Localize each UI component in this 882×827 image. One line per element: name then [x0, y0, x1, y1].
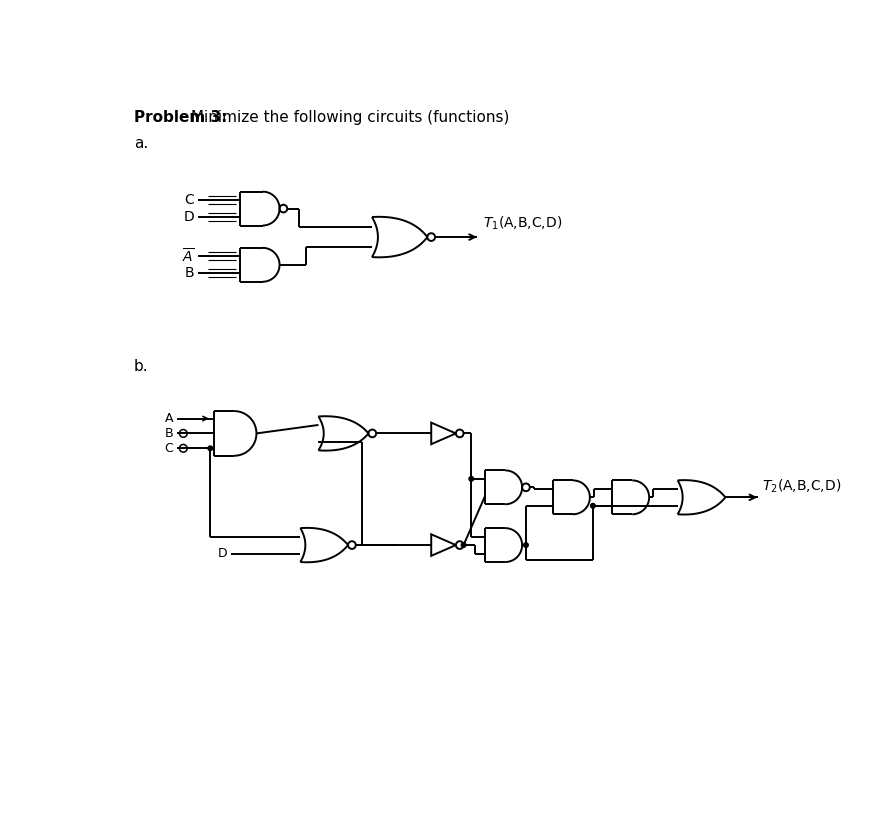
- Text: $\overline{A}$: $\overline{A}$: [182, 247, 194, 265]
- Text: Problem 3:: Problem 3:: [134, 110, 228, 125]
- Circle shape: [524, 543, 528, 547]
- Circle shape: [461, 543, 466, 547]
- Text: A: A: [165, 412, 173, 425]
- Text: D: D: [183, 210, 194, 224]
- Circle shape: [591, 504, 595, 508]
- Text: D: D: [218, 547, 228, 560]
- Text: $T_2$(A,B,C,D): $T_2$(A,B,C,D): [762, 478, 841, 495]
- Text: b.: b.: [134, 359, 149, 374]
- Text: B: B: [165, 427, 173, 440]
- Circle shape: [208, 446, 213, 451]
- Text: a.: a.: [134, 136, 148, 151]
- Text: Minimize the following circuits (functions): Minimize the following circuits (functio…: [186, 110, 510, 125]
- Circle shape: [469, 476, 474, 481]
- Text: C: C: [184, 194, 194, 207]
- Text: B: B: [184, 266, 194, 280]
- Text: $T_1$(A,B,C,D): $T_1$(A,B,C,D): [482, 214, 562, 232]
- Text: C: C: [165, 442, 173, 455]
